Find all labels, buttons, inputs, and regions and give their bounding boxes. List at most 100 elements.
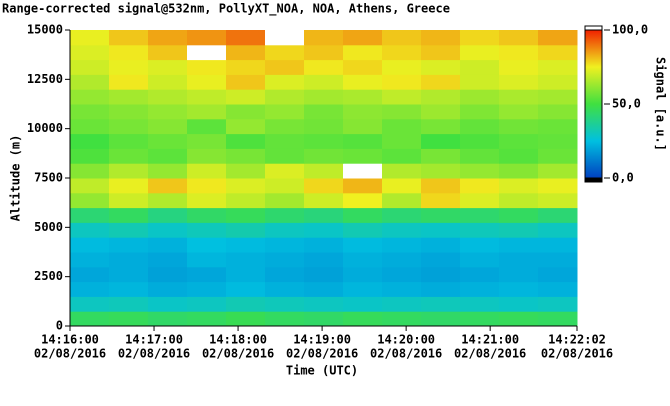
x-tick-label: 14:21:00: [461, 333, 519, 347]
x-tick-date: 02/08/2016: [118, 347, 190, 361]
heatmap-cell: [538, 133, 578, 149]
heatmap-cell: [187, 118, 227, 135]
heatmap-cell: [148, 266, 188, 283]
heatmap-cell: [499, 311, 539, 327]
heatmap-cell: [460, 207, 500, 223]
y-tick-label: 5000: [34, 220, 63, 234]
heatmap-cell: [70, 118, 110, 135]
heatmap-cell: [265, 222, 305, 238]
heatmap-cell: [421, 311, 461, 327]
heatmap-cell: [343, 178, 383, 194]
heatmap-cell: [499, 74, 539, 90]
chart-title: Range-corrected signal@532nm, PollyXT_NO…: [2, 2, 450, 17]
heatmap-cell: [265, 237, 305, 253]
heatmap-cell: [499, 89, 539, 105]
heatmap-cell: [460, 192, 500, 209]
heatmap-cell: [343, 237, 383, 253]
heatmap-cell: [460, 296, 500, 312]
heatmap-cell: [499, 59, 539, 75]
heatmap-cell: [304, 163, 344, 179]
heatmap-cell: [109, 237, 149, 253]
heatmap-cell: [226, 59, 266, 75]
heatmap-cell: [343, 281, 383, 297]
heatmap-cell: [499, 133, 539, 149]
heatmap-cell: [226, 311, 266, 327]
heatmap-cell: [538, 266, 578, 283]
heatmap-cell: [421, 266, 461, 283]
heatmap-cell: [109, 74, 149, 90]
y-tick-label: 10000: [27, 121, 63, 135]
heatmap-cell: [343, 296, 383, 312]
heatmap-cell: [499, 266, 539, 283]
heatmap-cell: [421, 237, 461, 253]
heatmap-cell: [226, 89, 266, 105]
heatmap-cell: [109, 133, 149, 149]
heatmap-cell: [538, 207, 578, 223]
heatmap-cell: [343, 266, 383, 283]
heatmap-cell: [304, 59, 344, 75]
heatmap-cell: [538, 178, 578, 194]
heatmap-cell: [382, 74, 422, 90]
heatmap-cell: [148, 74, 188, 90]
heatmap-cell: [382, 59, 422, 75]
heatmap-cell: [109, 311, 149, 327]
heatmap-cell: [304, 44, 344, 61]
heatmap-cell: [187, 266, 227, 283]
heatmap-cell: [421, 118, 461, 135]
x-axis-title: Time (UTC): [286, 364, 358, 378]
heatmap-cell: [460, 74, 500, 90]
heatmap-cell: [304, 89, 344, 105]
heatmap-cell: [265, 252, 305, 268]
heatmap-cell: [304, 74, 344, 90]
heatmap-cell: [226, 178, 266, 194]
heatmap-cell: [343, 44, 383, 61]
heatmap-cell: [499, 104, 539, 120]
heatmap-cell: [382, 281, 422, 297]
heatmap-cell: [538, 296, 578, 312]
heatmap-cell: [304, 252, 344, 268]
heatmap-cell: [382, 118, 422, 135]
heatmap-cell: [538, 281, 578, 297]
heatmap-cell: [148, 30, 188, 46]
heatmap-cell: [226, 222, 266, 238]
heatmap-cell: [265, 148, 305, 164]
heatmap-cell: [148, 222, 188, 238]
heatmap-cell: [382, 89, 422, 105]
heatmap-cell: [265, 311, 305, 327]
heatmap-cell: [70, 252, 110, 268]
heatmap-cell: [343, 118, 383, 135]
heatmap-cell: [148, 59, 188, 75]
heatmap-cell: [538, 163, 578, 179]
x-tick-label: 14:19:00: [293, 333, 351, 347]
heatmap-cell: [421, 148, 461, 164]
heatmap-cell: [226, 207, 266, 223]
heatmap-cell: [109, 89, 149, 105]
heatmap-cell: [265, 296, 305, 312]
heatmap-cell: [538, 118, 578, 135]
heatmap-cell: [226, 266, 266, 283]
heatmap-cell: [304, 237, 344, 253]
heatmap-cell: [343, 59, 383, 75]
heatmap-cell: [343, 89, 383, 105]
heatmap-cell: [538, 148, 578, 164]
heatmap-cell: [538, 104, 578, 120]
heatmap-cell: [70, 222, 110, 238]
heatmap-cell: [109, 30, 149, 46]
heatmap-cell: [343, 252, 383, 268]
heatmap-cell: [538, 89, 578, 105]
y-tick-label: 7500: [34, 171, 63, 185]
heatmap-cell: [538, 74, 578, 90]
heatmap-cell: [265, 133, 305, 149]
heatmap-cell: [499, 163, 539, 179]
heatmap-cell: [382, 222, 422, 238]
heatmap-cell: [265, 59, 305, 75]
heatmap-cell: [226, 252, 266, 268]
heatmap-cell: [265, 74, 305, 90]
x-tick-label: 14:18:00: [209, 333, 267, 347]
heatmap-cell: [421, 44, 461, 61]
heatmap-cell: [70, 311, 110, 327]
heatmap-cell: [187, 163, 227, 179]
heatmap-cell: [109, 148, 149, 164]
heatmap-cell: [265, 30, 305, 46]
